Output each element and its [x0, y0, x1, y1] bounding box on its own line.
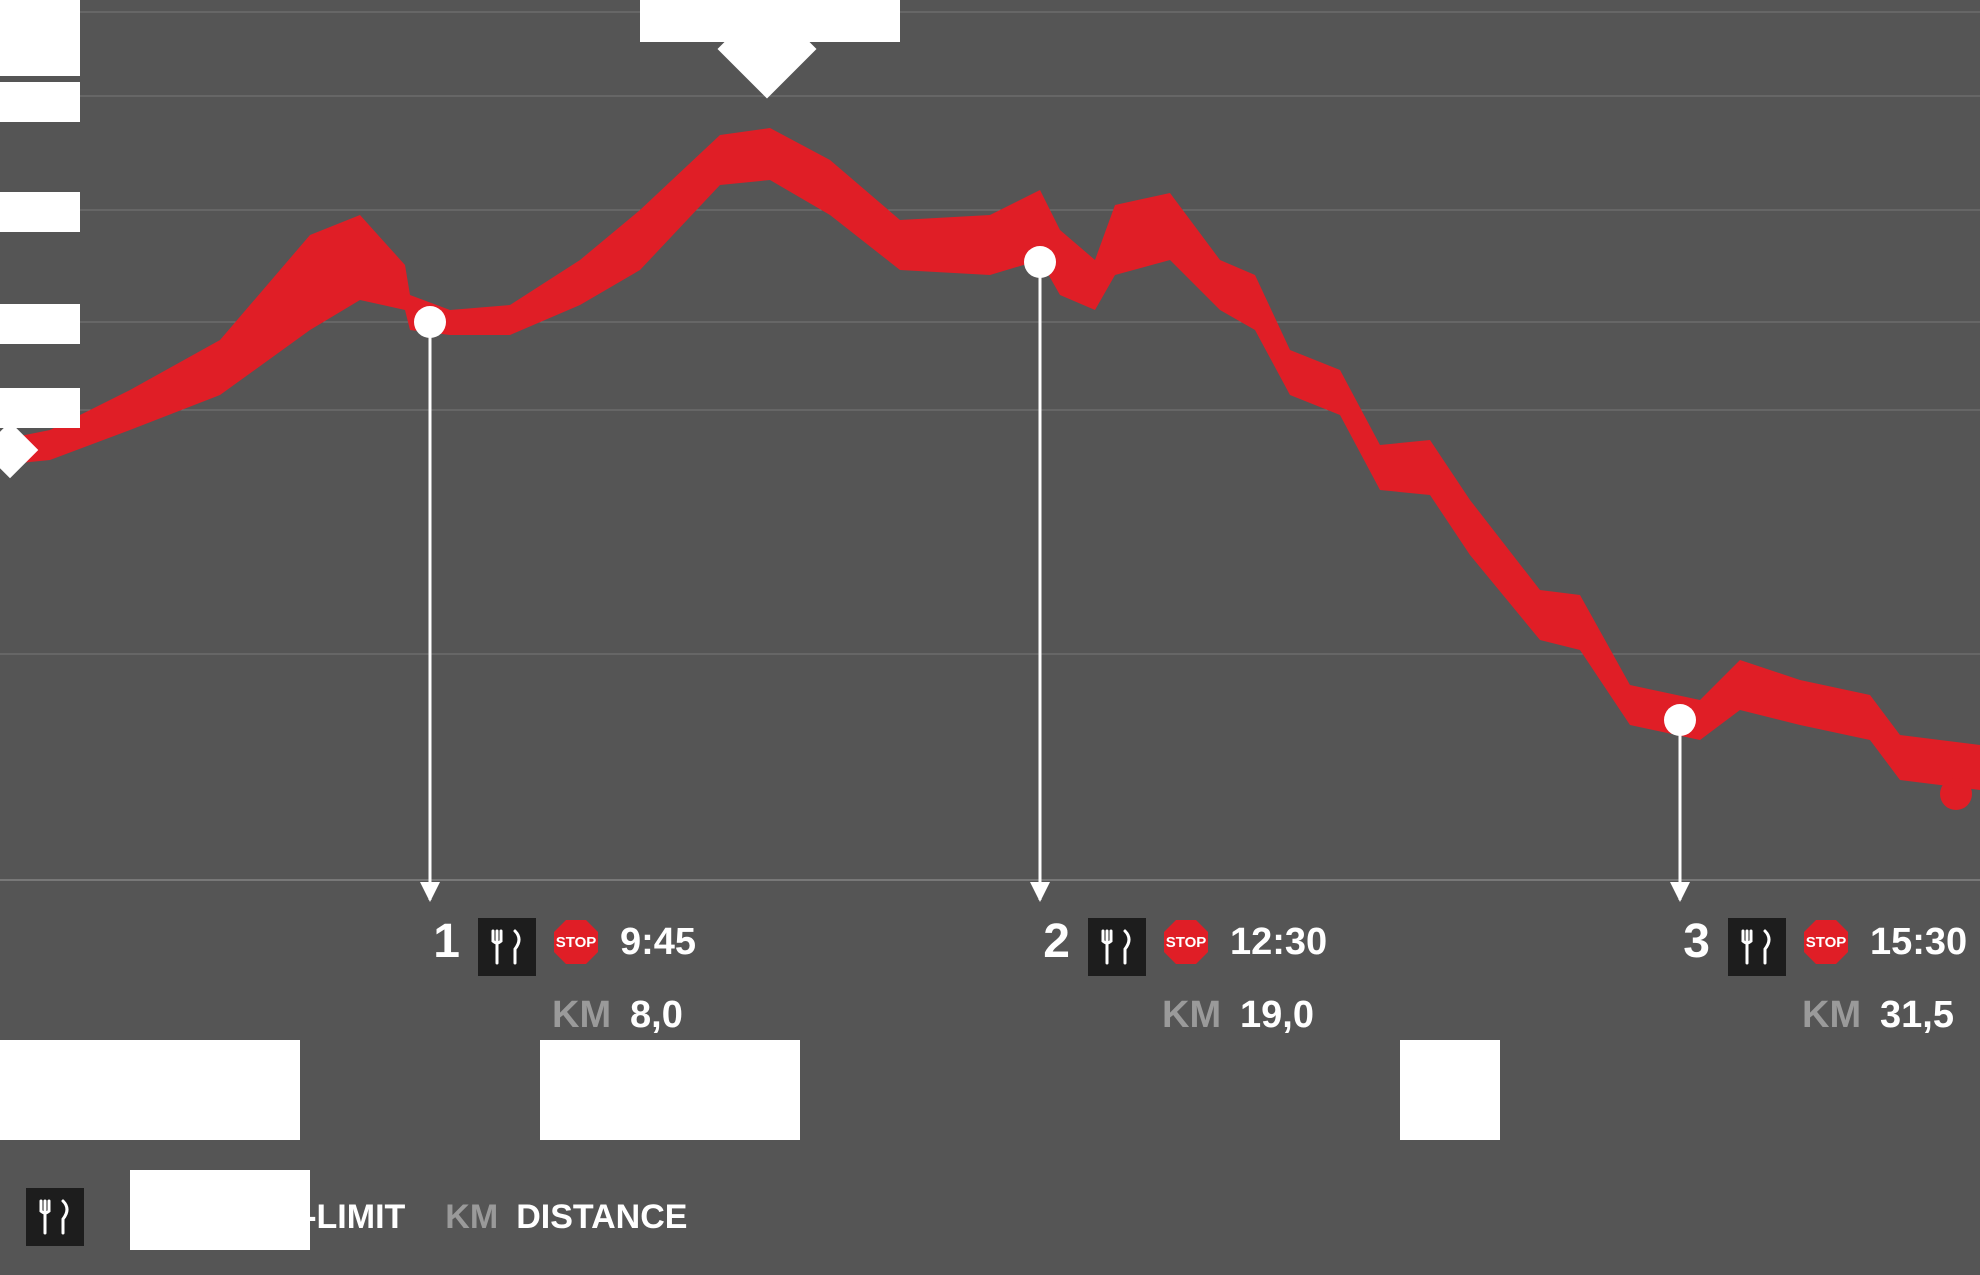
distance-value: 19,0: [1240, 994, 1314, 1037]
legend-distance-label: DISTANCE: [516, 1198, 687, 1237]
food-icon: [1728, 918, 1786, 976]
mask: [0, 82, 80, 122]
checkpoint-2: 2 STOP 12:30KM 19,0: [1010, 918, 1327, 1037]
legend-distance: KM DISTANCE: [445, 1198, 687, 1237]
time-limit-value: 9:45: [620, 921, 696, 964]
legend-food: [26, 1188, 118, 1246]
mask: [0, 388, 80, 428]
peak-label-mask: [640, 0, 900, 42]
mask: [1400, 1040, 1500, 1140]
food-icon: [478, 918, 536, 976]
finish-marker-icon: [1940, 778, 1972, 810]
checkpoint-number: 1: [400, 918, 478, 966]
time-limit-value: 15:30: [1870, 921, 1967, 964]
km-label: KM: [445, 1198, 498, 1237]
legend: STOP TIME-LIMIT KM DISTANCE: [26, 1188, 687, 1246]
checkpoint-number: 3: [1650, 918, 1728, 966]
km-label: KM: [552, 994, 610, 1037]
mask: [0, 192, 80, 232]
mask: [130, 1170, 310, 1250]
checkpoint-number: 2: [1010, 918, 1088, 966]
food-icon: [26, 1188, 84, 1246]
food-icon: [1088, 918, 1146, 976]
distance-value: 31,5: [1880, 994, 1954, 1037]
stop-icon: STOP: [552, 918, 600, 966]
km-label: KM: [1802, 994, 1860, 1037]
time-limit-value: 12:30: [1230, 921, 1327, 964]
checkpoint-1: 1 STOP 9:45KM 8,0: [400, 918, 696, 1037]
distance-value: 8,0: [630, 994, 683, 1037]
mask: [0, 1040, 300, 1140]
km-label: KM: [1162, 994, 1220, 1037]
stop-icon: STOP: [1802, 918, 1850, 966]
stop-icon: STOP: [1162, 918, 1210, 966]
checkpoint-3: 3 STOP 15:30KM 31,5: [1650, 918, 1967, 1037]
mask: [0, 304, 80, 344]
elevation-ribbon: [0, 128, 1980, 790]
mask: [0, 0, 80, 76]
mask: [540, 1040, 800, 1140]
